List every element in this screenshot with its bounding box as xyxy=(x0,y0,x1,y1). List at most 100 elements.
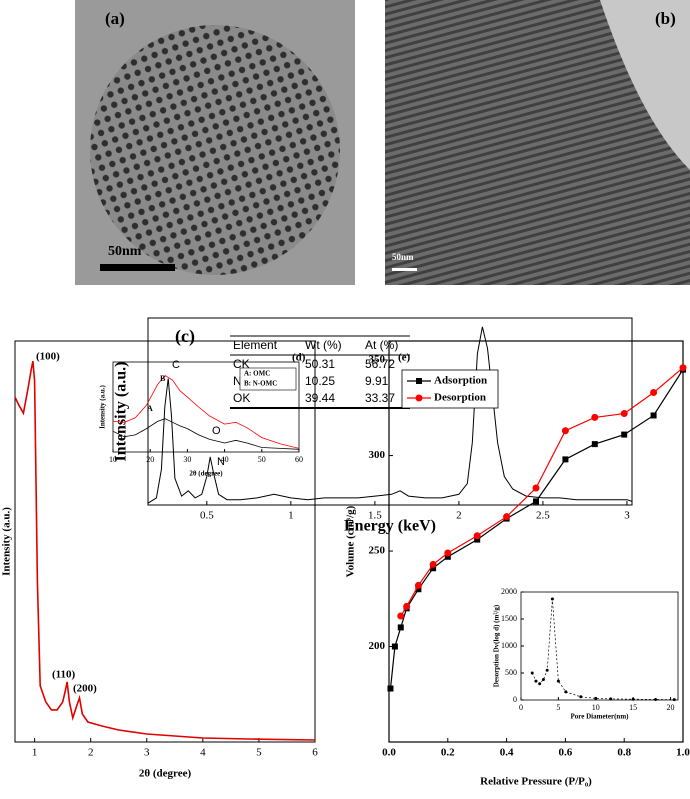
table-cell: 39.44 xyxy=(305,391,335,405)
marker xyxy=(534,679,538,683)
x-tick-label: 10 xyxy=(109,455,117,464)
series-line xyxy=(531,598,675,700)
x-axis-label: Pore Diameter(nm) xyxy=(571,713,630,721)
y-tick-label: 1500 xyxy=(501,614,517,623)
x-tick-label: 40 xyxy=(221,455,229,464)
x-tick-label: 30 xyxy=(183,455,191,464)
x-tick-label: 15 xyxy=(629,703,637,712)
marker xyxy=(654,697,658,701)
series-line xyxy=(112,418,300,450)
x-tick-label: 3 xyxy=(624,510,630,522)
marker xyxy=(561,427,569,435)
series-line xyxy=(147,326,633,504)
marker xyxy=(631,697,635,701)
plot-frame xyxy=(112,361,300,453)
marker xyxy=(414,581,422,589)
scale-bar-label: 50nm xyxy=(108,244,142,259)
marker xyxy=(473,532,481,540)
marker xyxy=(538,682,542,686)
table-cell: 10.25 xyxy=(305,374,335,388)
marker xyxy=(429,560,437,568)
marker xyxy=(650,412,657,419)
x-tick-label: 10 xyxy=(592,703,600,712)
marker xyxy=(541,677,545,681)
table-cell: OK xyxy=(233,391,250,405)
marker xyxy=(621,431,628,438)
x-tick-label: 1.0 xyxy=(676,747,690,759)
curve-label: B xyxy=(160,374,166,383)
panel-label: (a) xyxy=(105,9,125,28)
marker xyxy=(609,697,613,701)
table-cell: 33.37 xyxy=(365,391,395,405)
x-tick-label: 1.5 xyxy=(368,510,382,522)
legend-label: Desorption xyxy=(434,392,486,404)
table-header: At (%) xyxy=(365,338,398,352)
legend-label: A: OMC xyxy=(244,370,270,378)
marker xyxy=(562,456,569,463)
y-axis-label: Intensity (a.u.) xyxy=(99,384,107,428)
marker xyxy=(503,513,511,521)
table-cell: 9.91 xyxy=(365,374,389,388)
plot-frame xyxy=(388,340,684,743)
marker xyxy=(403,602,411,610)
marker xyxy=(650,389,658,397)
legend-marker xyxy=(415,394,423,402)
marker xyxy=(591,441,598,448)
series-line xyxy=(14,360,316,741)
marker xyxy=(444,549,452,557)
tem-image-b: (b) 50nm xyxy=(385,0,690,285)
marker xyxy=(594,696,598,700)
x-tick-label: 0 xyxy=(519,703,523,712)
marker xyxy=(564,690,568,694)
marker xyxy=(533,498,539,505)
x-tick-label: 60 xyxy=(295,455,303,464)
marker xyxy=(387,685,394,692)
x-axis-label: Relative Pressure (P/P₀) xyxy=(480,776,592,788)
peak-annotation: C xyxy=(172,359,180,371)
y-tick-label: 250 xyxy=(369,545,386,557)
marker xyxy=(672,698,676,702)
x-tick-label: 0.6 xyxy=(559,747,573,759)
x-tick-label: 5 xyxy=(556,703,560,712)
legend-box xyxy=(401,369,499,409)
y-tick-label: 300 xyxy=(369,449,386,461)
legend-label: B: N-OMC xyxy=(244,380,277,388)
x-axis-label: Energy (keV) xyxy=(344,518,436,535)
x-axis-label: 2θ (degree) xyxy=(189,470,223,478)
marker xyxy=(430,565,437,572)
panel-label: (d) xyxy=(292,352,306,364)
x-tick-label: 0.2 xyxy=(441,747,455,759)
y-tick-label: 1000 xyxy=(501,641,517,650)
peak-label: (200) xyxy=(73,683,97,695)
panel-label: (b) xyxy=(655,9,676,28)
y-tick-label: 350 xyxy=(369,354,386,366)
marker xyxy=(415,586,422,593)
panel-label: (e) xyxy=(398,352,411,364)
y-axis-label: Intensity (a.u.) xyxy=(1,507,13,576)
x-tick-label: 3 xyxy=(144,747,150,759)
marker xyxy=(591,413,599,421)
table-cell: CK xyxy=(233,357,250,371)
curve-label: A xyxy=(147,404,153,413)
marker xyxy=(474,536,481,543)
x-tick-label: 50 xyxy=(258,455,266,464)
table-cell: 50.31 xyxy=(305,357,335,371)
marker xyxy=(679,364,687,372)
peak-annotation: O xyxy=(212,425,221,437)
legend-marker xyxy=(416,378,422,384)
table-header: Element xyxy=(233,338,278,352)
legend-label: Adsorption xyxy=(434,375,487,387)
y-axis-label: Volume (cm³/g) xyxy=(345,505,357,577)
y-tick-label: 500 xyxy=(505,668,517,677)
table-header: Wt (%) xyxy=(305,338,342,352)
marker xyxy=(391,643,398,650)
x-tick-label: 20 xyxy=(146,455,154,464)
scale-bar-label: 50nm xyxy=(392,252,414,262)
x-tick-label: 6 xyxy=(312,747,318,759)
marker xyxy=(397,624,404,631)
marker xyxy=(545,668,549,672)
x-tick-label: 0.5 xyxy=(200,510,214,522)
marker xyxy=(579,695,583,699)
peak-label: (110) xyxy=(52,669,76,681)
